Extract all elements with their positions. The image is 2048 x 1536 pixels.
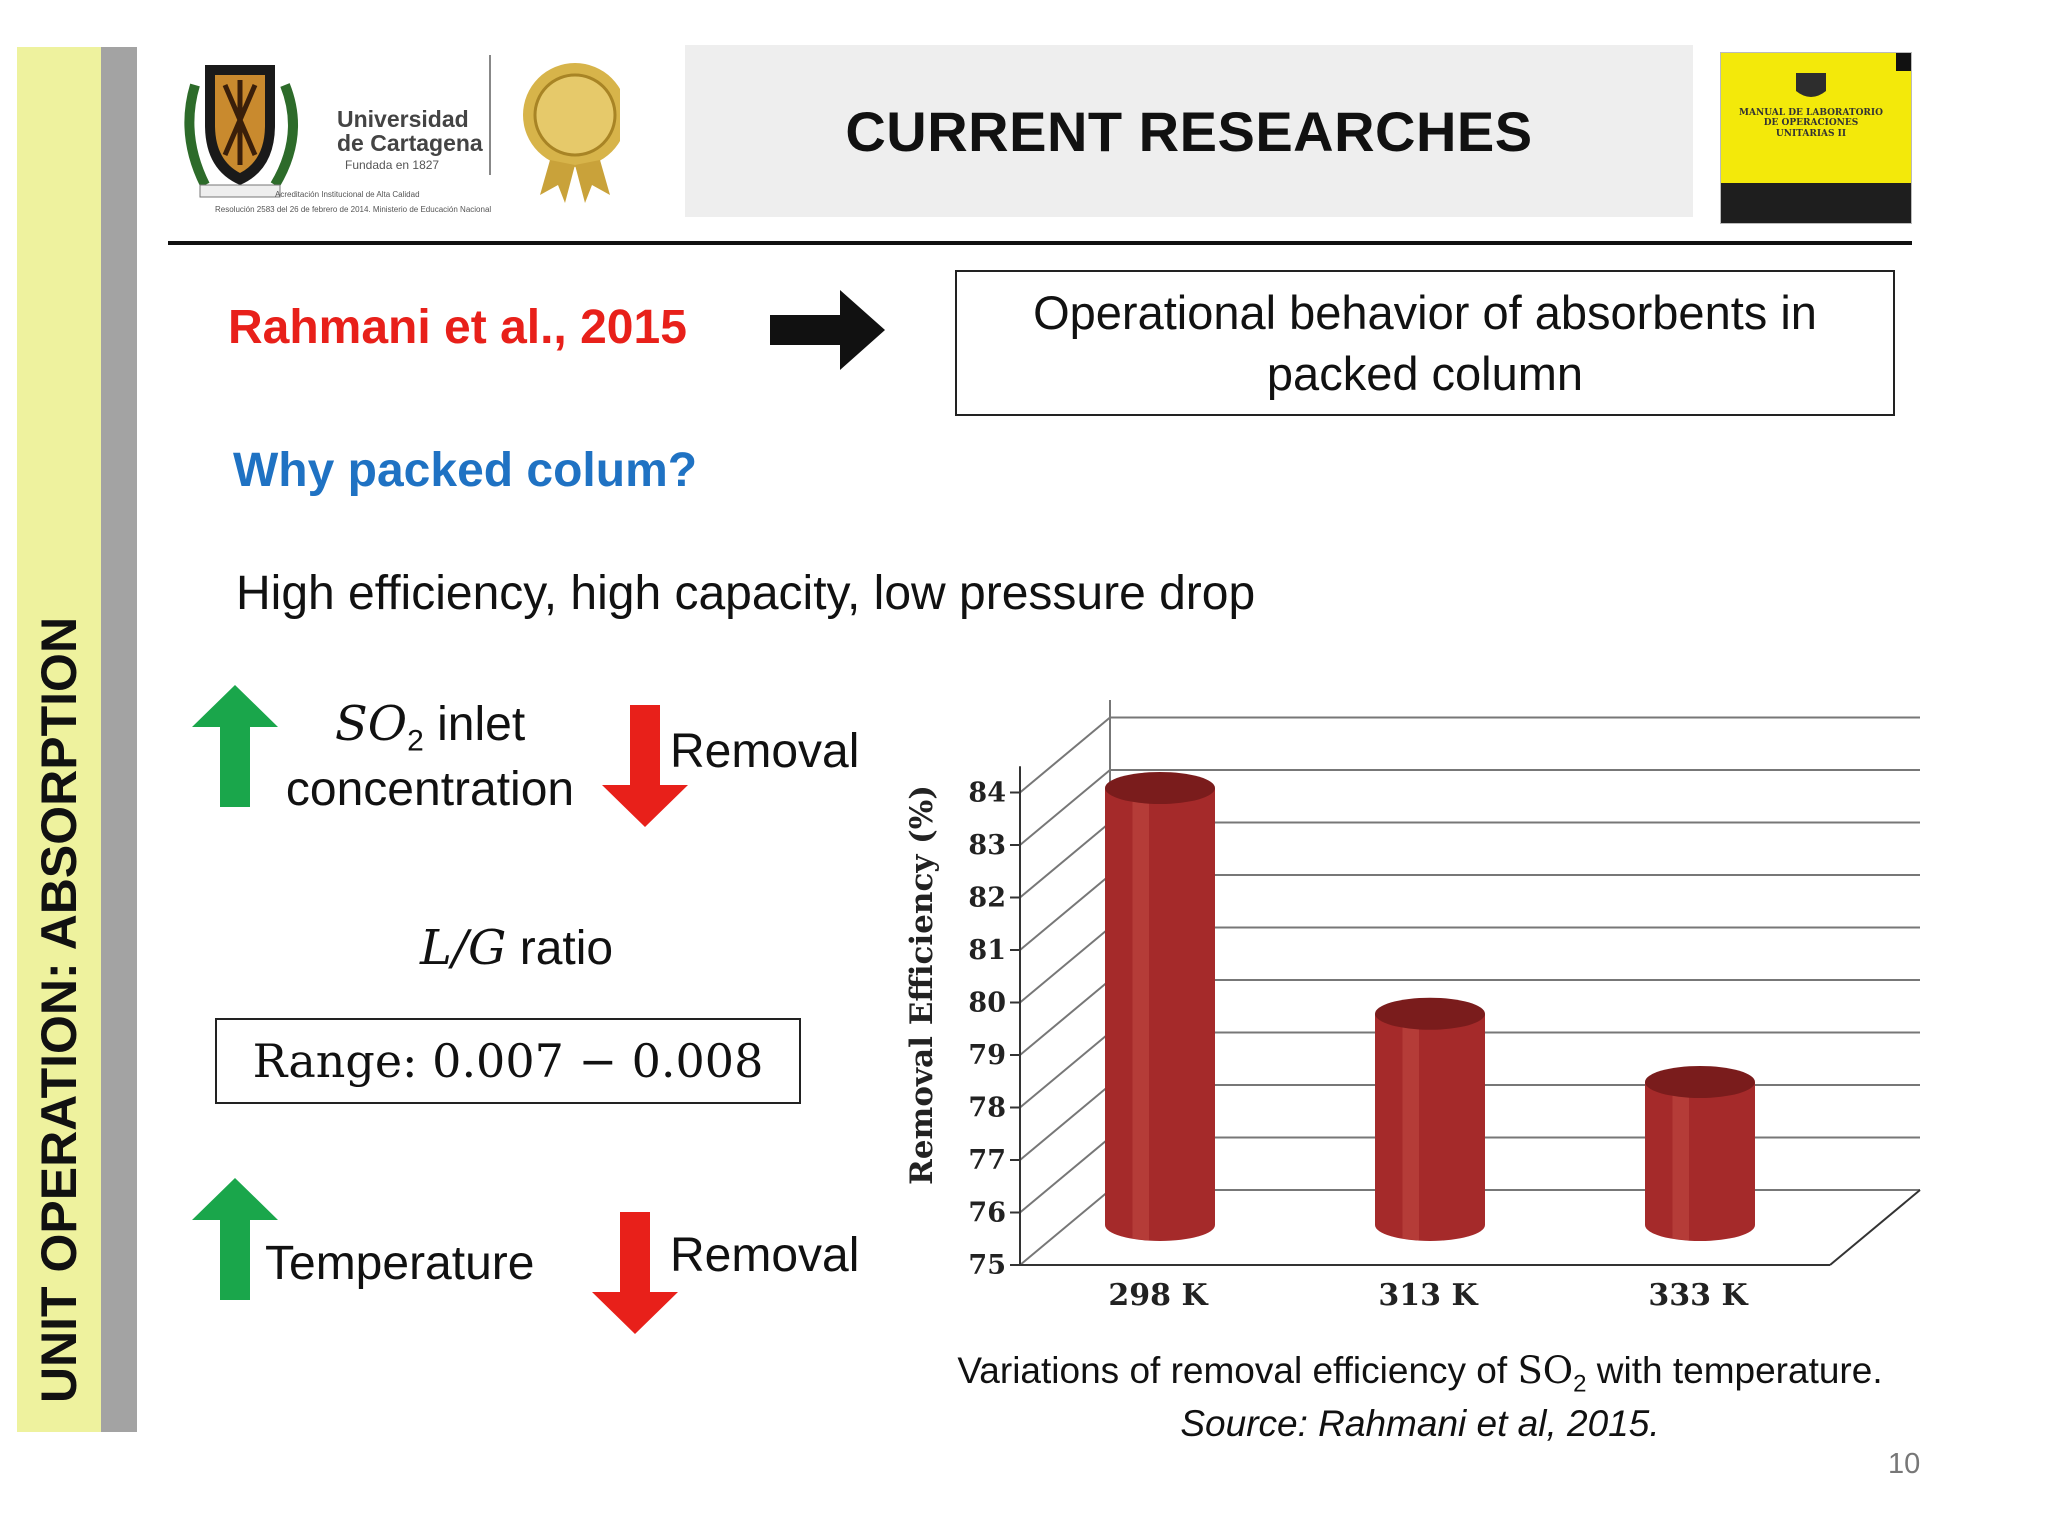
x-category-label: 313 K bbox=[1378, 1278, 1478, 1313]
caption-suffix: with temperature. bbox=[1586, 1350, 1883, 1391]
so2-math: SO bbox=[334, 696, 408, 752]
bar bbox=[1105, 772, 1215, 1241]
grid-line-diag bbox=[1019, 979, 1111, 1056]
caption-prefix: Variations of removal efficiency of bbox=[957, 1350, 1518, 1391]
logo-name-line2: de Cartagena bbox=[337, 130, 483, 156]
range-text: Range: 0.007 − 0.008 bbox=[252, 1034, 764, 1088]
university-logo: Universidad de Cartagena Fundada en 1827… bbox=[180, 45, 627, 230]
grid-line-diag bbox=[1019, 874, 1111, 951]
citation-label: Rahmani et al., 2015 bbox=[228, 301, 687, 354]
grid-line-diag bbox=[1019, 716, 1111, 794]
caption-math: SO bbox=[1517, 1349, 1574, 1392]
removal-label-1: Removal bbox=[670, 725, 860, 778]
logo-founded: Fundada en 1827 bbox=[345, 158, 439, 172]
chart-labels: 298 K 313 K 333 K bbox=[1108, 1278, 1748, 1313]
grid-line-diag bbox=[1019, 1031, 1111, 1109]
page-title: CURRENT RESEARCHES bbox=[845, 99, 1533, 163]
y-tick-label: 80 bbox=[968, 988, 1006, 1019]
chart-y-axis: 75 76 77 78 79 80 81 82 83 84 bbox=[968, 766, 1021, 1281]
grid-line-diag bbox=[1019, 769, 1111, 846]
so2-subscript: 2 bbox=[407, 724, 424, 758]
x-category-label: 298 K bbox=[1108, 1278, 1208, 1313]
bar-highlight bbox=[1132, 788, 1149, 1241]
bar bbox=[1645, 1066, 1755, 1241]
down-arrow-icon bbox=[592, 1212, 678, 1334]
y-tick-label: 75 bbox=[968, 1250, 1006, 1281]
removal-efficiency-chart: 75 76 77 78 79 80 81 82 83 84 298 K 313 K 333 K Rem… bbox=[904, 700, 1921, 1313]
bar-highlight bbox=[1672, 1082, 1689, 1241]
bar-body bbox=[1105, 788, 1215, 1241]
university-crest-icon: Universidad de Cartagena Fundada en 1827… bbox=[184, 55, 627, 214]
benefits-text: High efficiency, high capacity, low pres… bbox=[236, 567, 1256, 620]
y-tick-label: 84 bbox=[968, 778, 1006, 809]
floor-right-edge bbox=[1829, 1189, 1921, 1266]
sidebar-title: UNIT OPERATION: ABSORPTION bbox=[31, 616, 87, 1404]
grid-line-diag bbox=[1019, 1084, 1111, 1161]
grid-line-diag bbox=[1019, 926, 1111, 1004]
down-arrow-icon bbox=[602, 705, 688, 827]
sidebar-stripe bbox=[101, 47, 137, 1432]
removal-label-2: Removal bbox=[670, 1229, 860, 1282]
page-number: 10 bbox=[1888, 1448, 1921, 1480]
bar bbox=[1375, 997, 1485, 1241]
chart-y-axis-label: Removal Efficiency (%) bbox=[904, 785, 940, 1185]
bar-body bbox=[1645, 1082, 1755, 1241]
sidebar-band bbox=[17, 47, 101, 1432]
up-arrow-icon bbox=[192, 1178, 278, 1300]
right-arrow-icon bbox=[770, 290, 885, 370]
why-heading: Why packed colum? bbox=[233, 444, 698, 497]
grid-line-diag bbox=[1019, 821, 1111, 899]
temperature-label: Temperature bbox=[265, 1237, 535, 1290]
bar-top bbox=[1105, 772, 1215, 804]
so2-inlet-text: inlet bbox=[423, 698, 526, 751]
so2-concentration-label: SO2 inlet concentration bbox=[280, 694, 580, 820]
logo-accreditation-2: Resolución 2583 del 26 de febrero de 201… bbox=[215, 205, 491, 214]
so2-line2: concentration bbox=[285, 763, 575, 817]
y-tick-label: 81 bbox=[968, 935, 1006, 966]
bar-highlight bbox=[1402, 1013, 1419, 1241]
bar-top bbox=[1645, 1066, 1755, 1098]
lg-ratio-label: L/G ratio bbox=[420, 920, 613, 976]
y-tick-label: 77 bbox=[968, 1145, 1006, 1176]
grid-line-diag bbox=[1019, 1189, 1111, 1266]
x-category-label: 333 K bbox=[1648, 1278, 1748, 1313]
header-divider bbox=[168, 241, 1912, 245]
topic-text: Operational behavior of absorbents in pa… bbox=[1033, 285, 1817, 400]
book-cover-image: MANUAL DE LABORATORIO DE OPERACIONES UNI… bbox=[1720, 52, 1912, 224]
up-arrow-icon bbox=[192, 685, 278, 807]
range-box: Range: 0.007 − 0.008 bbox=[215, 1018, 801, 1104]
y-tick-label: 82 bbox=[968, 883, 1006, 914]
chart-bars bbox=[1105, 772, 1755, 1241]
logo-accreditation-1: Acreditación Institucional de Alta Calid… bbox=[275, 190, 420, 199]
caption-subscript: 2 bbox=[1573, 1370, 1587, 1398]
y-tick-label: 78 bbox=[968, 1093, 1006, 1124]
book-title: MANUAL DE LABORATORIO DE OPERACIONES UNI… bbox=[1739, 108, 1883, 139]
grid-line-diag bbox=[1019, 1136, 1111, 1214]
book-cover-icon: MANUAL DE LABORATORIO DE OPERACIONES UNI… bbox=[1721, 53, 1911, 223]
lg-math: L/G bbox=[420, 920, 507, 976]
y-tick-label: 76 bbox=[968, 1198, 1006, 1229]
y-tick-label: 83 bbox=[968, 830, 1006, 861]
topic-box: Operational behavior of absorbents in pa… bbox=[955, 270, 1895, 416]
bar-top bbox=[1375, 997, 1485, 1030]
header-banner: CURRENT RESEARCHES bbox=[685, 45, 1693, 217]
logo-name-line1: Universidad bbox=[337, 106, 469, 132]
lg-ratio-text: ratio bbox=[506, 922, 614, 975]
chart-grid bbox=[1019, 700, 1921, 1266]
chart-caption: Variations of removal efficiency of SO2 … bbox=[920, 1347, 1920, 1448]
bar-body bbox=[1375, 1013, 1485, 1241]
y-tick-label: 79 bbox=[968, 1040, 1006, 1071]
caption-source: Source: Rahmani et al, 2015. bbox=[1180, 1402, 1660, 1444]
